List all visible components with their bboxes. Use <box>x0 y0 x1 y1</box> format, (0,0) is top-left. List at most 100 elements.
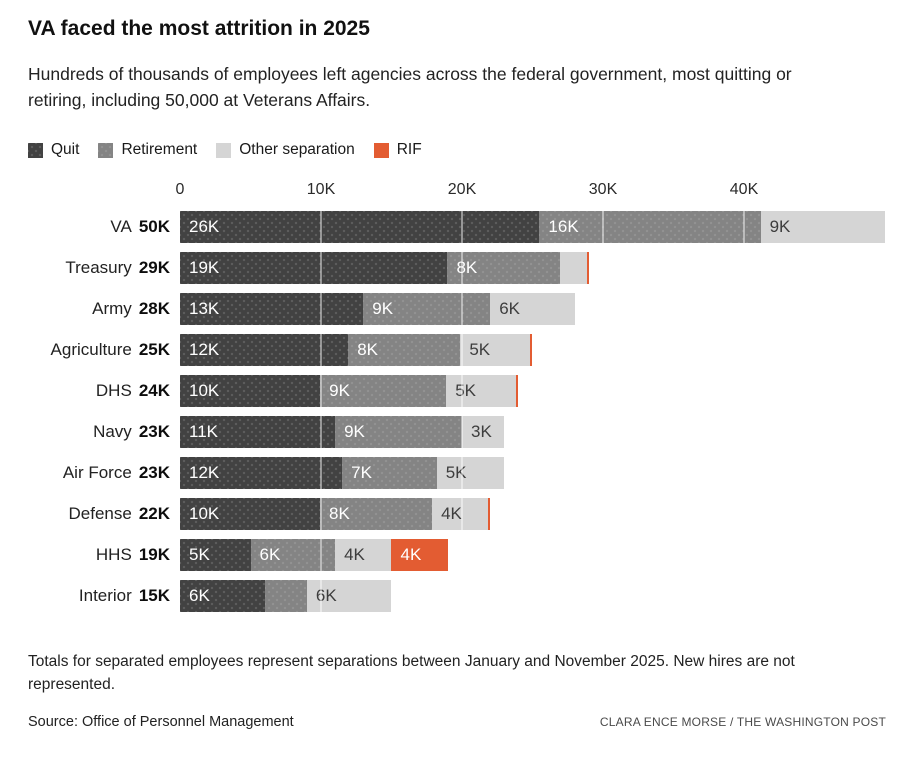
bar-segment-other: 9K <box>760 211 885 243</box>
bar-segment-quit: 12K <box>180 334 349 366</box>
x-axis-tick: 30K <box>588 181 618 198</box>
segment-value-label: 5K <box>189 545 210 564</box>
segment-value-label: 9K <box>329 381 350 400</box>
chart-legend: Quit Retirement Other separation RIF <box>28 141 886 159</box>
agency-total: 24K <box>138 381 170 400</box>
agency-total: 15K <box>138 586 170 605</box>
agency-name: Navy <box>93 422 132 441</box>
segment-value-label: 12K <box>189 340 220 359</box>
chart-row: Agriculture 25K 12K 8K 5K <box>28 334 886 366</box>
bar-segment-quit: 19K <box>180 252 448 284</box>
bar: 26K 16K 9K <box>180 211 886 243</box>
bar-segment-quit: 11K <box>180 416 336 448</box>
row-label: HHS 19K <box>28 545 180 565</box>
chart-footnote: Totals for separated employees represent… <box>28 653 795 694</box>
bar: 10K 9K 5K <box>180 375 886 407</box>
row-label: Agriculture 25K <box>28 340 180 360</box>
bar-segment-quit: 13K <box>180 293 364 325</box>
bar-segment-quit: 26K <box>180 211 540 243</box>
x-axis-tick: 0 <box>175 181 185 198</box>
chart-row: HHS 19K 5K 6K 4K 4K <box>28 539 886 571</box>
agency-total: 23K <box>138 422 170 441</box>
agency-total: 19K <box>138 545 170 564</box>
bar-segment-quit: 10K <box>180 375 321 407</box>
bar-segment-other: 5K <box>460 334 531 366</box>
segment-value-label: 26K <box>189 217 220 236</box>
segment-value-label: 9K <box>372 299 394 318</box>
bar-segment-quit: 12K <box>180 457 343 489</box>
segment-value-label: 4K <box>441 504 462 523</box>
segment-value-label: 5K <box>445 463 467 482</box>
x-axis-tick: 20K <box>447 181 477 198</box>
bar: 6K 6K <box>180 580 886 612</box>
bar-segment-other: 4K <box>432 498 489 530</box>
bar-segment-retirement: 7K <box>342 457 437 489</box>
bar-segment-retirement: 8K <box>447 252 561 284</box>
bar-segment-retirement: 9K <box>363 293 491 325</box>
segment-value-label: 6K <box>315 586 337 605</box>
page-title: VA faced the most attrition in 2025 <box>28 17 370 40</box>
legend-swatch-quit <box>28 142 43 158</box>
segment-value-label: 5K <box>455 381 477 400</box>
x-axis-tick: 10K <box>306 181 336 198</box>
segment-value-label: 9K <box>769 217 791 236</box>
row-label: DHS 24K <box>28 381 180 401</box>
bar-segment-rif <box>530 334 533 366</box>
bar: 12K 8K 5K <box>180 334 886 366</box>
segment-value-label: 13K <box>189 299 220 318</box>
bar-segment-retirement: 8K <box>348 334 461 366</box>
agency-name: Army <box>92 299 132 318</box>
bar: 11K 9K 3K <box>180 416 886 448</box>
segment-value-label: 10K <box>189 504 220 523</box>
x-axis: 0 10K 20K 30K 40K <box>28 181 886 201</box>
segment-value-label: 9K <box>344 422 365 441</box>
segment-value-label: 8K <box>329 504 350 523</box>
bar-segment-retirement: 9K <box>335 416 462 448</box>
bar: 19K 8K <box>180 252 886 284</box>
row-label: Treasury 29K <box>28 258 180 278</box>
chart-row: Treasury 29K 19K 8K <box>28 252 886 284</box>
segment-value-label: 6K <box>259 545 281 564</box>
bar: 13K 9K 6K <box>180 293 886 325</box>
row-label: Air Force 23K <box>28 463 180 483</box>
bar-segment-other: 3K <box>461 416 505 448</box>
bar-segment-quit: 6K <box>180 580 265 612</box>
bar-segment-retirement <box>264 580 307 612</box>
bar: 5K 6K 4K 4K <box>180 539 886 571</box>
bar-segment-other <box>560 252 587 284</box>
segment-value-label: 5K <box>469 340 491 359</box>
chart-row: Interior 15K 6K 6K <box>28 580 886 612</box>
legend-swatch-retirement <box>98 142 114 158</box>
agency-name: DHS <box>95 381 132 400</box>
legend-swatch-rif <box>373 142 389 158</box>
agency-name: Interior <box>78 586 132 605</box>
segment-value-label: 8K <box>357 340 378 359</box>
agency-total: 22K <box>138 504 170 523</box>
agency-name: Treasury <box>65 258 132 277</box>
row-label: VA 50K <box>28 217 180 237</box>
bar-segment-rif <box>488 498 491 530</box>
legend-label-rif: RIF <box>396 141 422 158</box>
agency-name: Agriculture <box>50 340 132 359</box>
chart-row: Defense 22K 10K 8K 4K <box>28 498 886 530</box>
segment-value-label: 7K <box>351 463 372 482</box>
agency-total: 25K <box>138 340 170 359</box>
legend-swatch-other <box>216 142 232 158</box>
agency-name: VA <box>110 217 132 236</box>
chart-row: Army 28K 13K 9K 6K <box>28 293 886 325</box>
agency-name: Defense <box>68 504 132 523</box>
segment-value-label: 19K <box>189 258 220 277</box>
segment-value-label: 11K <box>189 422 218 441</box>
legend-label-quit: Quit <box>51 141 80 158</box>
bar-segment-other: 5K <box>446 375 517 407</box>
stacked-bar-chart: 0 10K 20K 30K 40K VA 50K 26K 16K 9K Treasury 29K 19… <box>28 181 886 612</box>
bar-segment-retirement: 16K <box>539 211 761 243</box>
segment-value-label: 12K <box>189 463 220 482</box>
bar: 12K 7K 5K <box>180 457 886 489</box>
source-row: Source: Office of Personnel Management C… <box>28 714 886 730</box>
agency-total: 28K <box>138 299 170 318</box>
bar-segment-quit: 10K <box>180 498 321 530</box>
agency-total: 29K <box>138 258 170 277</box>
bar-segment-retirement: 9K <box>320 375 447 407</box>
segment-value-label: 6K <box>499 299 520 318</box>
